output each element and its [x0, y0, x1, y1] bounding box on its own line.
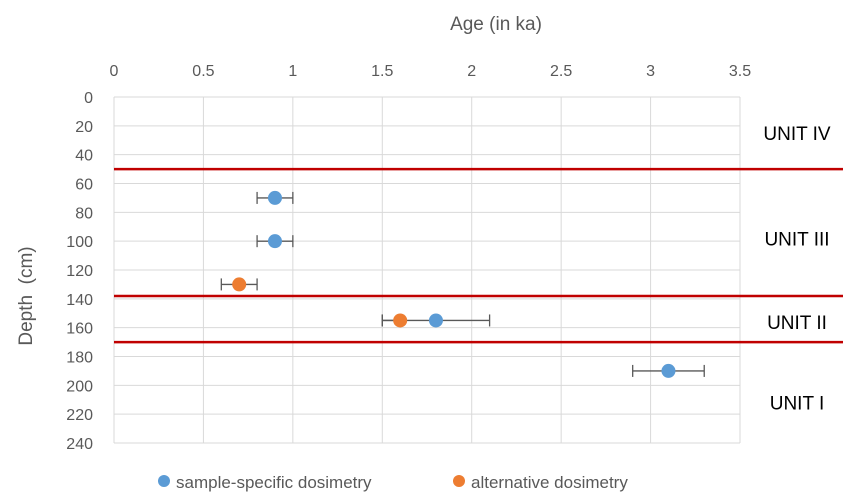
y-tick-label: 20: [75, 119, 93, 136]
unit-label: UNIT III: [764, 229, 829, 250]
x-tick-label: 2: [467, 63, 476, 80]
data-point-alternative: [393, 313, 408, 328]
x-tick-label: 1: [288, 63, 297, 80]
unit-boundaries: [114, 167, 843, 344]
x-tick-label: 3.5: [729, 63, 751, 80]
y-tick-label: 140: [66, 292, 93, 309]
y-tick-label: 160: [66, 321, 93, 338]
x-tick-label: 1.5: [371, 63, 393, 80]
data-point-sample-specific: [267, 190, 282, 205]
legend-marker-alternative: [453, 475, 465, 487]
data-points: [232, 190, 676, 378]
y-tick-label: 220: [66, 407, 93, 424]
y-tick-label: 60: [75, 177, 93, 194]
unit-labels: UNIT IV UNIT III UNIT II UNIT I: [763, 124, 831, 415]
unit-label: UNIT IV: [763, 124, 831, 145]
tick-labels: 0 0.5 1 1.5 2 2.5 3 3.5 0 20 40 60 80 100 120 140 160 180…: [66, 63, 751, 453]
y-tick-label: 120: [66, 263, 93, 280]
data-point-sample-specific: [267, 234, 282, 249]
error-bars: [220, 191, 705, 377]
unit-label: UNIT II: [767, 313, 827, 334]
x-tick-label: 2.5: [550, 63, 572, 80]
grid: [113, 96, 741, 444]
legend-marker-sample-specific: [158, 475, 170, 487]
y-tick-label: 0: [84, 90, 93, 107]
y-axis-title: Depth (cm): [16, 246, 37, 345]
x-tick-label: 3: [646, 63, 655, 80]
y-tick-label: 240: [66, 436, 93, 453]
data-point-alternative: [232, 277, 247, 292]
data-point-sample-specific: [661, 363, 676, 378]
y-tick-label: 80: [75, 205, 93, 222]
x-tick-label: 0.5: [192, 63, 214, 80]
y-tick-label: 100: [66, 234, 93, 251]
legend: sample-specific dosimetry alternative do…: [158, 473, 628, 492]
y-tick-label: 180: [66, 350, 93, 367]
x-tick-label: 0: [110, 63, 119, 80]
y-tick-label: 200: [66, 378, 93, 395]
x-axis-title: Age (in ka): [450, 14, 542, 35]
y-tick-label: 40: [75, 148, 93, 165]
unit-label: UNIT I: [770, 394, 825, 415]
data-point-sample-specific: [428, 313, 443, 328]
legend-label-sample-specific: sample-specific dosimetry: [176, 473, 372, 492]
legend-label-alternative: alternative dosimetry: [471, 473, 628, 492]
